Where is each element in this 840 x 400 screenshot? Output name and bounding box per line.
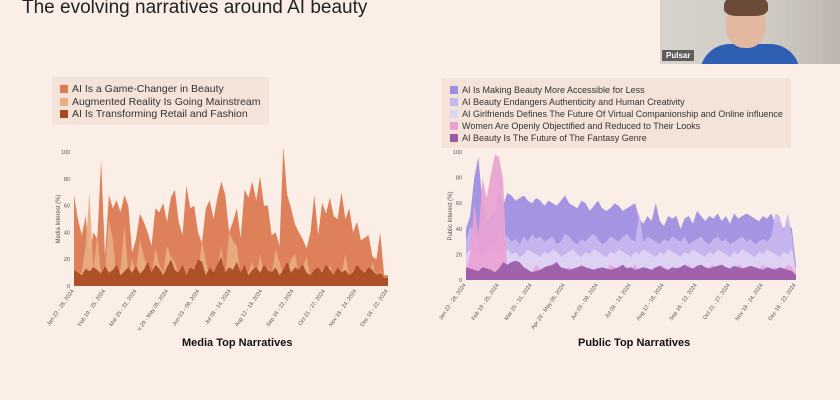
- series-area-0-0: [74, 146, 388, 286]
- y-axis-label: Public Interest (%): [448, 191, 454, 240]
- series-area-1-4: [466, 260, 796, 280]
- media-chart-title: Media Top Narratives: [182, 337, 293, 349]
- legend-label: AI Beauty Is The Future of The Fantasy G…: [462, 133, 647, 143]
- legend-label: AI Is Making Beauty More Accessible for …: [462, 85, 645, 95]
- public-chart-title: Public Top Narratives: [578, 337, 691, 349]
- x-tick-label: Sep 16 - 22, 2024: [265, 289, 295, 328]
- series-area-0-2: [74, 256, 388, 286]
- legend-swatch: [60, 97, 68, 106]
- x-tick-label: Oct 21 - 27, 2024: [298, 289, 327, 327]
- x-tick-label: Jun 03 - 09, 2024: [172, 289, 201, 328]
- speaker-shirt: [700, 44, 800, 64]
- x-tick-label: Mar 25 - 31, 2024: [504, 283, 534, 322]
- x-tick-label: Feb 19 - 25, 2024: [77, 289, 107, 328]
- legend-item: Augmented Reality Is Going Mainstream: [60, 96, 261, 109]
- x-tick-label: Jun 03 - 09, 2024: [570, 283, 599, 322]
- slide-title: The evolving narratives around AI beauty: [22, 0, 368, 18]
- y-tick-label: 40: [64, 230, 70, 236]
- legend-item: AI Is Transforming Retail and Fashion: [60, 108, 261, 121]
- y-tick-label: 100: [453, 150, 462, 156]
- legend-item: AI Is a Game-Changer in Beauty: [60, 83, 261, 96]
- x-tick-label: Nov 18 - 24, 2024: [328, 289, 358, 328]
- speaker-name-tag: Pulsar: [662, 50, 695, 61]
- legend-swatch: [450, 86, 458, 94]
- x-tick-label: Nov 18 - 24, 2024: [735, 283, 765, 322]
- legend-item: AI Beauty Endangers Authenticity and Hum…: [450, 96, 783, 108]
- y-tick-label: 0: [67, 284, 70, 290]
- y-axis-label: Media Interest (%): [56, 194, 62, 243]
- legend-swatch: [450, 98, 458, 106]
- x-tick-label: Aug 12 - 18, 2024: [636, 283, 666, 322]
- webcam-video: Pulsar: [660, 0, 840, 64]
- legend-swatch: [450, 110, 458, 118]
- legend-label: Women Are Openly Objectified and Reduced…: [462, 121, 701, 131]
- y-tick-label: 40: [456, 227, 462, 233]
- legend-swatch: [60, 85, 68, 94]
- legend-swatch: [450, 134, 458, 142]
- y-tick-label: 60: [456, 201, 462, 207]
- x-tick-label: Jan 22 - 28, 2024: [438, 283, 467, 322]
- legend-label: AI Girlfriends Defines The Future Of Vir…: [462, 109, 783, 119]
- legend-label: AI Is a Game-Changer in Beauty: [72, 83, 224, 96]
- x-tick-label: Apr 29 - May 05, 2024: [531, 283, 567, 330]
- x-tick-label: Apr 29 - May 05, 2024: [134, 289, 170, 330]
- x-tick-label: Mar 25 - 31, 2024: [109, 289, 139, 328]
- y-tick-label: 80: [64, 177, 70, 183]
- legend-label: AI Beauty Endangers Authenticity and Hum…: [462, 97, 685, 107]
- legend-swatch: [450, 122, 458, 130]
- speaker-hair: [724, 0, 768, 16]
- x-tick-label: Jul 08 - 14, 2024: [604, 283, 632, 320]
- y-tick-label: 20: [456, 252, 462, 258]
- legend-label: Augmented Reality Is Going Mainstream: [72, 95, 261, 108]
- y-tick-label: 20: [64, 257, 70, 263]
- series-area-0-1: [74, 192, 388, 286]
- y-tick-label: 80: [456, 176, 462, 182]
- legend-swatch: [60, 110, 68, 119]
- public-legend: AI Is Making Beauty More Accessible for …: [442, 78, 791, 148]
- x-tick-label: Jan 22 - 28, 2024: [46, 289, 75, 328]
- x-tick-label: Dec 16 - 22, 2024: [360, 289, 390, 328]
- x-tick-label: Jul 08 - 14, 2024: [204, 289, 232, 326]
- media-chart: 0 20 40 60 80 100 Media Interest (%) Jan 22 - 2…: [46, 146, 390, 330]
- series-area-1-3: [466, 154, 796, 280]
- legend-item: AI Girlfriends Defines The Future Of Vir…: [450, 108, 783, 120]
- legend-item: Women Are Openly Objectified and Reduced…: [450, 120, 783, 132]
- x-tick-label: Dec 16 - 22, 2024: [768, 283, 798, 322]
- x-tick-label: Oct 21 - 27, 2024: [702, 283, 731, 321]
- legend-item: AI Is Making Beauty More Accessible for …: [450, 84, 783, 96]
- y-tick-label: 100: [61, 150, 70, 156]
- x-tick-label: Aug 12 - 18, 2024: [234, 289, 264, 328]
- public-chart: 0 20 40 60 80 100 Public Interest (%) Jan 22 - …: [438, 150, 798, 330]
- media-legend: AI Is a Game-Changer in Beauty Augmented…: [52, 77, 269, 125]
- legend-label: AI Is Transforming Retail and Fashion: [72, 108, 248, 121]
- y-tick-label: 0: [459, 278, 462, 284]
- x-tick-label: Feb 19 - 25, 2024: [471, 283, 501, 322]
- legend-item: AI Beauty Is The Future of The Fantasy G…: [450, 132, 783, 144]
- y-tick-label: 60: [64, 204, 70, 210]
- x-tick-label: Sep 16 - 22, 2024: [669, 283, 699, 322]
